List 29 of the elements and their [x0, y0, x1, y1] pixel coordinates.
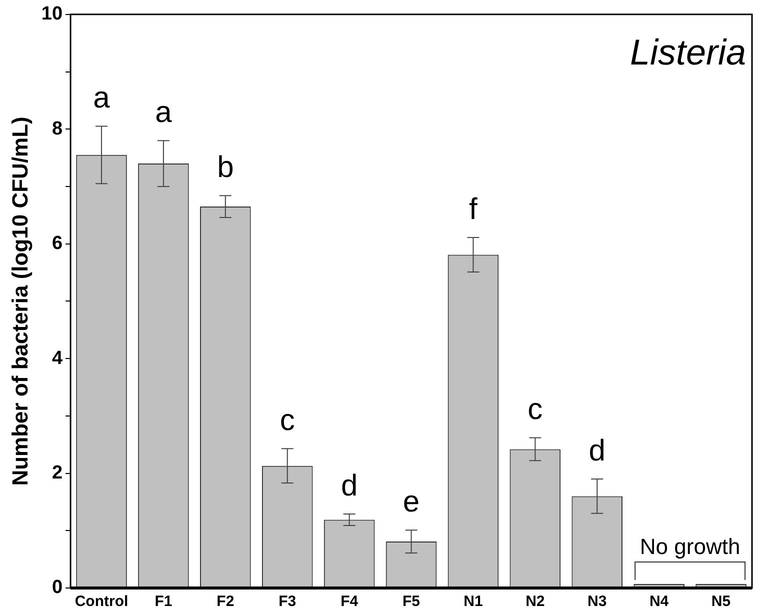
y-tick-label: 6 [52, 233, 63, 254]
y-tick-label: 10 [41, 4, 63, 25]
annotation: d [588, 434, 606, 468]
annotation: b [217, 150, 234, 184]
y-axis-title: Number of bacteria (log10 CFU/mL) [7, 116, 32, 486]
x-tick-label: F3 [278, 593, 296, 610]
x-tick-label: N3 [588, 593, 607, 610]
y-tick-label: 8 [52, 118, 63, 140]
y-tick-label: 2 [52, 462, 63, 484]
text: Listeria [630, 31, 746, 72]
y-tick-label: 0 [52, 577, 63, 598]
x-tick-label: F2 [216, 593, 234, 610]
y-tick-label: 4 [52, 348, 63, 369]
annotation: No growth [640, 534, 740, 560]
x-tick-label: N4 [649, 593, 670, 610]
annotation: a [93, 82, 110, 115]
x-tick-label: N1 [464, 593, 483, 610]
annotation: e [402, 485, 420, 518]
annotation: f [469, 192, 478, 226]
annotation: d [340, 469, 358, 502]
x-tick-label: F5 [402, 593, 420, 610]
x-tick-label: F1 [154, 593, 172, 610]
x-tick-label: Control [74, 593, 128, 610]
x-tick-label: N2 [526, 593, 545, 610]
x-tick-label: F4 [340, 593, 359, 610]
annotation: c [280, 404, 295, 437]
annotation: a [155, 96, 172, 129]
annotation: c [528, 392, 543, 426]
x-tick-label: N5 [711, 593, 731, 610]
